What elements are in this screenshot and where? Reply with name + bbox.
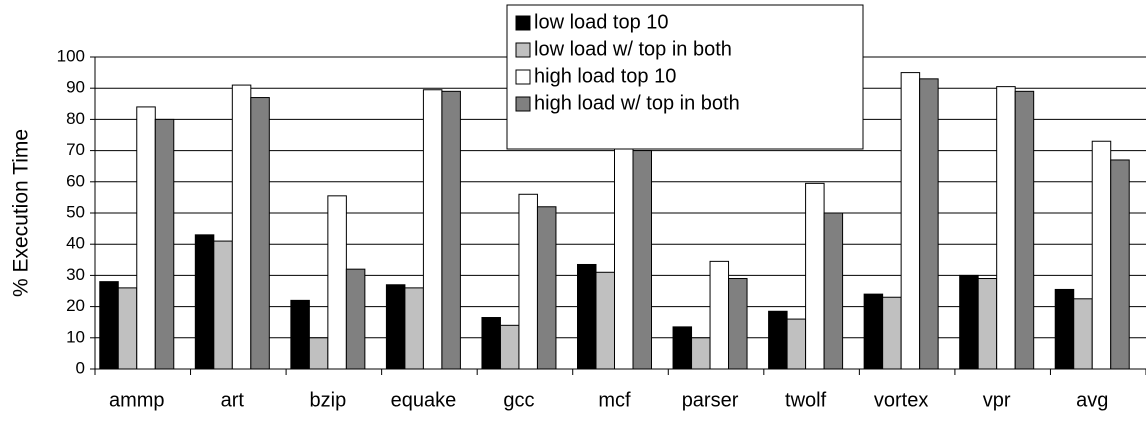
legend-swatch [515,42,531,58]
bar [117,287,138,370]
bar [1054,288,1075,370]
bar [1091,140,1112,370]
bar [900,72,921,370]
bar [614,131,634,370]
bar [919,78,939,370]
x-tick-label: mcf [598,389,631,411]
bar [672,326,693,370]
bar [1014,90,1035,370]
bar [290,299,310,370]
legend-label: low load top 10 [534,11,669,33]
x-tick-label: parser [682,389,739,411]
bar [882,296,902,370]
bar [422,89,443,370]
bar [863,293,884,370]
bar [250,97,270,370]
bar [441,90,461,370]
bar [1110,159,1130,370]
legend-swatch [515,69,531,85]
bar [823,212,844,370]
legend-box [506,4,864,150]
x-tick-label: vpr [983,389,1011,411]
bar [404,287,424,370]
x-tick-label: twolf [785,389,827,411]
legend-label: high load w/ top in both [534,92,740,114]
x-tick-label: vortex [874,389,928,411]
legend-label: low load w/ top in both [534,38,732,60]
bar [786,318,807,370]
y-tick-label: 100 [57,46,85,65]
legend-label: high load top 10 [534,65,676,87]
bar [632,150,652,370]
bar [996,86,1016,370]
x-tick-label: equake [391,389,457,411]
bar [213,240,233,370]
bar [977,278,998,370]
legend-swatch [515,15,531,31]
y-tick-label: 30 [66,265,85,284]
bar [481,317,501,370]
y-axis-title: % Execution Time [10,129,33,297]
bar [154,118,175,370]
bar [768,310,788,370]
bar [691,337,711,370]
bar [728,278,748,370]
bar [595,271,615,370]
y-tick-label: 70 [66,140,85,159]
x-tick-label: gcc [503,389,534,411]
bar [959,274,979,370]
x-tick-label: bzip [310,389,347,411]
bar [518,193,538,370]
bar [499,324,520,370]
bar [327,195,347,370]
bar [385,284,406,370]
bar [805,182,825,370]
y-tick-label: 40 [66,234,85,253]
bar [308,337,329,370]
x-tick-label: ammp [109,389,165,411]
bar [709,260,730,370]
bar [136,106,156,370]
y-tick-label: 50 [66,202,85,221]
y-tick-label: 20 [66,296,85,315]
y-tick-label: 0 [76,358,85,377]
y-tick-label: 80 [66,109,85,128]
legend-swatch [515,96,531,112]
bar [194,234,215,370]
bar [99,281,119,370]
y-tick-label: 60 [66,171,85,190]
bar [1073,298,1093,370]
bar [577,263,597,370]
bar [536,206,557,370]
y-tick-label: 10 [66,327,85,346]
bar [345,268,366,370]
y-tick-label: 90 [66,78,85,97]
x-tick-label: avg [1076,389,1108,411]
x-tick-label: art [221,389,245,411]
bar [231,84,252,370]
